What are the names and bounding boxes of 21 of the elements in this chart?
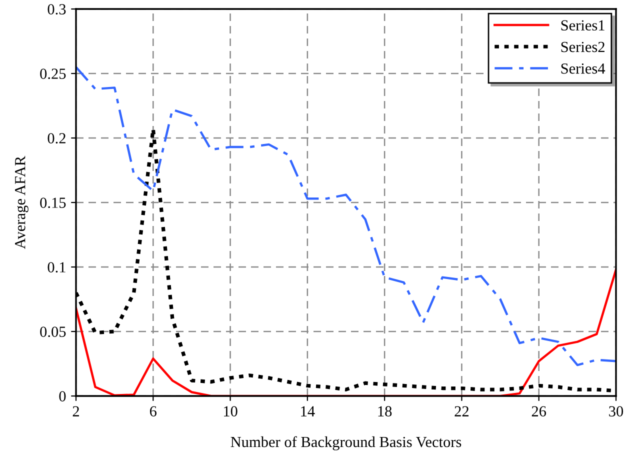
x-tick-label: 22	[454, 406, 469, 416]
x-tick-label: 2	[72, 406, 79, 416]
x-tick-label: 10	[224, 406, 238, 416]
y-tick-label: 0.1	[48, 262, 66, 273]
y-tick-label: 0	[59, 391, 66, 402]
x-tick-label: 14	[301, 406, 315, 416]
x-axis-title: Number of Background Basis Vectors	[230, 436, 462, 450]
y-axis-title: Average AFAR	[15, 156, 28, 249]
x-tick-label: 26	[532, 406, 546, 416]
x-tick-label: 6	[150, 406, 157, 416]
line-series	[76, 66, 616, 366]
y-tick-label: 0.2	[48, 133, 66, 144]
legend-label: Series2	[561, 42, 604, 52]
x-tick-label: 18	[378, 406, 392, 416]
y-tick-label: 0.25	[40, 68, 66, 80]
y-tick-label: 0.05	[40, 326, 66, 338]
legend-label: Series4	[561, 63, 606, 74]
x-tick-label: 30	[609, 406, 624, 416]
y-tick-label: 0.3	[48, 4, 66, 15]
y-tick-label: 0.15	[40, 198, 66, 208]
legend-label: Series1	[561, 20, 604, 31]
